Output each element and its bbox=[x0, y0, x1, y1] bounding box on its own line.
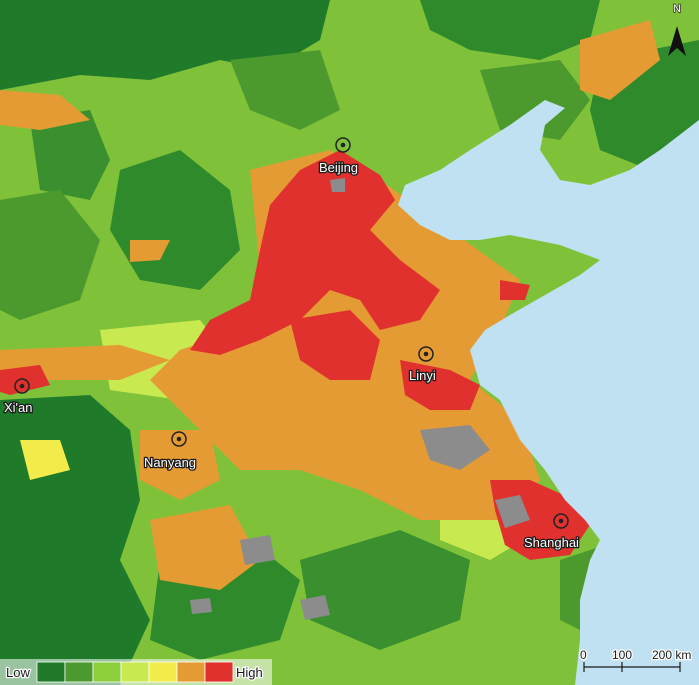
urban-areas bbox=[190, 178, 530, 620]
legend-swatch-3 bbox=[92, 661, 122, 683]
sea bbox=[398, 100, 699, 685]
scale-tick-0: 0 bbox=[580, 648, 587, 662]
legend: Low High bbox=[0, 659, 272, 685]
legend-swatch-4 bbox=[120, 661, 150, 683]
city-marker-dot bbox=[558, 518, 564, 524]
city-nanyang: Nanyang bbox=[143, 431, 197, 471]
city-marker-icon bbox=[418, 346, 434, 362]
city-label-shanghai: Shanghai bbox=[524, 535, 579, 550]
city-xian: Xi'an bbox=[3, 378, 34, 416]
legend-swatch-1 bbox=[36, 661, 66, 683]
north-arrow-icon: N bbox=[668, 2, 686, 56]
city-marker-dot bbox=[340, 142, 346, 148]
city-label-nanyang: Nanyang bbox=[144, 455, 196, 470]
legend-low-label: Low bbox=[6, 665, 30, 680]
city-marker-icon bbox=[14, 378, 30, 394]
city-marker-dot bbox=[176, 436, 182, 442]
city-marker-dot bbox=[423, 351, 429, 357]
city-marker-icon bbox=[553, 513, 569, 529]
city-beijing: Beijing bbox=[318, 137, 359, 176]
scale-tick-100: 100 bbox=[612, 648, 632, 662]
city-marker-dot bbox=[19, 383, 25, 389]
scale-bar: 0 100 200 km bbox=[579, 647, 693, 672]
city-markers: Beijing Linyi Xi'an Nanyang Shanghai bbox=[3, 137, 580, 551]
city-linyi: Linyi bbox=[408, 346, 437, 384]
city-shanghai: Shanghai bbox=[523, 513, 580, 551]
city-marker-icon bbox=[335, 137, 351, 153]
city-label-xian: Xi'an bbox=[4, 400, 33, 415]
city-marker-icon bbox=[171, 431, 187, 447]
city-label-linyi: Linyi bbox=[409, 368, 436, 383]
north-label: N bbox=[673, 3, 681, 15]
legend-high-label: High bbox=[236, 665, 263, 680]
legend-swatch-7 bbox=[204, 661, 234, 683]
legend-swatch-5 bbox=[148, 661, 178, 683]
city-label-beijing: Beijing bbox=[319, 160, 358, 175]
legend-swatch-2 bbox=[64, 661, 94, 683]
scale-tick-200: 200 km bbox=[652, 648, 691, 662]
legend-swatch-6 bbox=[176, 661, 206, 683]
